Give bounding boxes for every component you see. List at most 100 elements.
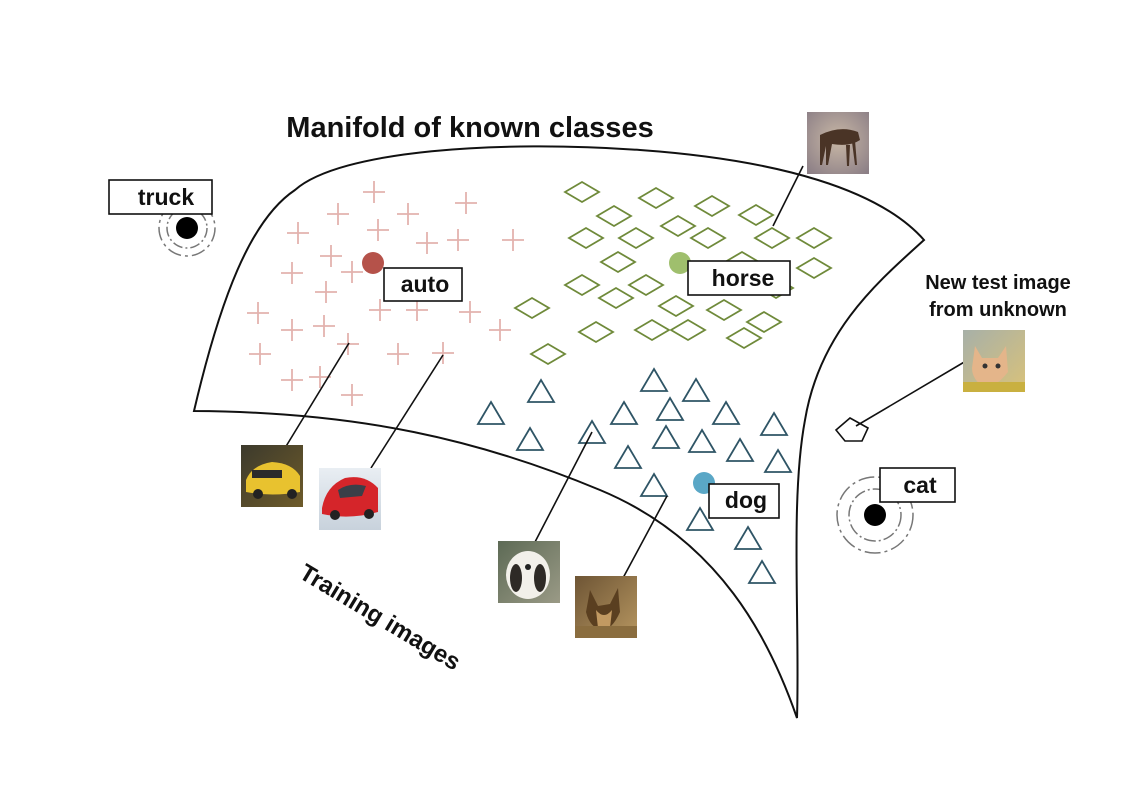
auto-sample-marker <box>313 315 335 337</box>
horse-sample-marker <box>705 298 743 322</box>
horse-label: horse <box>712 265 775 291</box>
dog-label-box <box>708 483 780 519</box>
horse-sample-marker <box>563 180 601 204</box>
test-image-pointer <box>855 360 967 427</box>
auto-sample-marker <box>416 232 438 254</box>
horse-sample-marker <box>529 342 567 366</box>
horse-sample-marker <box>693 194 731 218</box>
horse-sample-marker <box>745 310 783 334</box>
auto-sample-marker <box>341 261 363 283</box>
dog-sample-marker <box>711 400 741 425</box>
horse-sample-marker <box>669 318 707 342</box>
white-dog-pointer <box>534 431 593 543</box>
horse-sample-marker <box>595 204 633 228</box>
horse-sample-marker <box>563 273 601 297</box>
horse-sample-marker <box>737 203 775 227</box>
horse-sample-marker <box>599 250 637 274</box>
truck-label-box <box>108 179 213 215</box>
horse-sample-marker <box>753 226 791 250</box>
dog-sample-marker <box>725 437 755 462</box>
cat-unknown: cat <box>836 467 956 554</box>
cat-label: cat <box>903 472 937 498</box>
horse-image-pointer <box>772 165 804 227</box>
auto-sample-marker <box>489 319 511 341</box>
red-car-pointer <box>370 354 444 469</box>
training-images-caption: Training images <box>295 559 466 676</box>
auto-sample-marker <box>281 262 303 284</box>
horse-sample-marker <box>513 296 551 320</box>
horse-sample-marker <box>633 318 671 342</box>
dog-sample-marker <box>747 559 777 584</box>
auto-sample-marker <box>502 229 524 251</box>
horse-sample-marker <box>657 294 695 318</box>
auto-label-box <box>383 267 463 302</box>
auto-sample-marker <box>247 302 269 324</box>
horse-sample-marker <box>725 326 763 350</box>
horse-centroid <box>669 252 691 274</box>
dog-sample-marker <box>763 448 793 473</box>
horse-image <box>807 112 869 174</box>
dog-sample-marker <box>577 419 607 444</box>
auto-sample-marker <box>249 343 271 365</box>
auto-sample-marker <box>432 342 454 364</box>
auto-sample-marker <box>309 366 331 388</box>
white-dog-image <box>498 541 560 603</box>
horse-sample-marker <box>795 226 833 250</box>
horse-sample-marker <box>617 226 655 250</box>
dog-sample-marker <box>733 525 763 550</box>
diagram-title: Manifold of known classes <box>286 112 653 144</box>
dog-sample-marker <box>651 424 681 449</box>
dog-sample-marker <box>681 377 711 402</box>
horse-sample-marker <box>627 273 665 297</box>
red-car-image <box>319 468 381 530</box>
auto-sample-marker <box>287 222 309 244</box>
auto-sample-marker <box>397 203 419 225</box>
cat-label-box <box>879 467 956 503</box>
dog-sample-marker <box>759 411 789 436</box>
truck-dot <box>176 217 198 239</box>
dog-label: dog <box>725 487 767 513</box>
horse-sample-marker <box>795 256 833 280</box>
dog-sample-marker <box>639 472 669 497</box>
auto-sample-marker <box>281 369 303 391</box>
brown-dog-pointer <box>622 495 668 579</box>
dog-sample-marker <box>613 444 643 469</box>
cat-dot <box>864 504 886 526</box>
yellow-car-pointer <box>284 342 350 449</box>
dog-sample-marker <box>655 396 685 421</box>
dog-sample-marker <box>685 506 715 531</box>
auto-label: auto <box>401 271 450 297</box>
auto-sample-marker <box>406 299 428 321</box>
dog-sample-marker <box>687 428 717 453</box>
auto-centroid <box>362 252 384 274</box>
auto-sample-marker <box>387 343 409 365</box>
horse-sample-marker <box>689 226 727 250</box>
auto-sample-marker <box>367 219 389 241</box>
auto-sample-marker <box>327 203 349 225</box>
auto-sample-marker <box>369 299 391 321</box>
horse-sample-marker <box>567 226 605 250</box>
auto-sample-marker <box>447 229 469 251</box>
auto-sample-marker <box>459 301 481 323</box>
horse-sample-marker <box>659 214 697 238</box>
truck-unknown: truck <box>108 179 216 257</box>
auto-sample-marker <box>320 245 342 267</box>
horse-sample-marker <box>577 320 615 344</box>
test-caption-line-2: from unknown <box>929 299 1067 321</box>
auto-sample-marker <box>281 319 303 341</box>
cat-test-image <box>963 330 1025 392</box>
dog-sample-marker <box>515 426 545 451</box>
dog-sample-marker <box>476 400 506 425</box>
dog-sample-marker <box>526 378 556 403</box>
brown-dog-image <box>575 576 637 638</box>
horse-label-box <box>687 260 791 296</box>
test-caption-line-1: New test image <box>925 272 1071 294</box>
truck-label: truck <box>138 184 194 210</box>
auto-sample-marker <box>455 192 477 214</box>
dog-sample-marker <box>639 367 669 392</box>
yellow-car-image <box>241 445 303 507</box>
auto-sample-marker <box>363 181 385 203</box>
auto-sample-marker <box>315 281 337 303</box>
dog-sample-marker <box>609 400 639 425</box>
